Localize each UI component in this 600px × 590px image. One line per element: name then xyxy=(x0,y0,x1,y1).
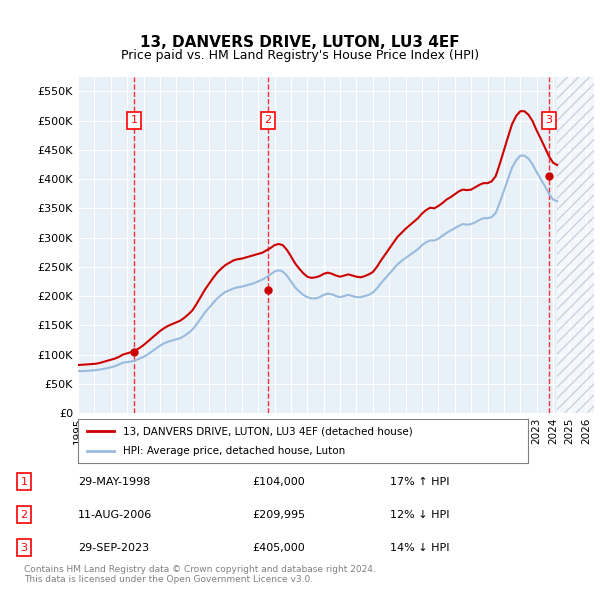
Text: Contains HM Land Registry data © Crown copyright and database right 2024.
This d: Contains HM Land Registry data © Crown c… xyxy=(24,565,376,584)
Text: Price paid vs. HM Land Registry's House Price Index (HPI): Price paid vs. HM Land Registry's House … xyxy=(121,49,479,62)
Text: 2: 2 xyxy=(20,510,28,520)
Text: 11-AUG-2006: 11-AUG-2006 xyxy=(78,510,152,520)
Text: HPI: Average price, detached house, Luton: HPI: Average price, detached house, Luto… xyxy=(123,446,345,455)
Text: 1: 1 xyxy=(20,477,28,487)
Text: 29-SEP-2023: 29-SEP-2023 xyxy=(78,543,149,553)
Text: 13, DANVERS DRIVE, LUTON, LU3 4EF (detached house): 13, DANVERS DRIVE, LUTON, LU3 4EF (detac… xyxy=(123,427,413,436)
Text: 17% ↑ HPI: 17% ↑ HPI xyxy=(390,477,449,487)
Text: 3: 3 xyxy=(545,116,553,126)
Text: £405,000: £405,000 xyxy=(252,543,305,553)
Text: 1: 1 xyxy=(130,116,137,126)
Text: 29-MAY-1998: 29-MAY-1998 xyxy=(78,477,151,487)
Text: 14% ↓ HPI: 14% ↓ HPI xyxy=(390,543,449,553)
Text: 12% ↓ HPI: 12% ↓ HPI xyxy=(390,510,449,520)
Text: £209,995: £209,995 xyxy=(252,510,305,520)
Text: 3: 3 xyxy=(20,543,28,553)
Text: £104,000: £104,000 xyxy=(252,477,305,487)
Text: 13, DANVERS DRIVE, LUTON, LU3 4EF: 13, DANVERS DRIVE, LUTON, LU3 4EF xyxy=(140,35,460,50)
Text: 2: 2 xyxy=(265,116,272,126)
